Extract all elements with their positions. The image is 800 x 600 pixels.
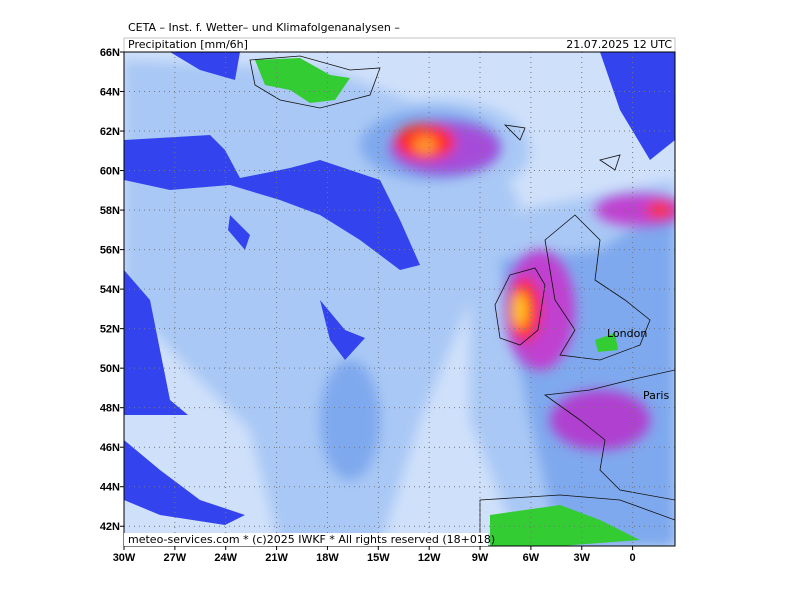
lon-tick-label: 0 (630, 552, 636, 564)
lat-tick-label: 66N (100, 47, 120, 59)
datetime: 21.07.2025 12 UTC (566, 38, 672, 51)
lon-tick-label: 27W (164, 552, 187, 564)
lat-tick-label: 44N (100, 482, 120, 494)
lon-tick-label: 12W (418, 552, 441, 564)
lat-tick-label: 60N (100, 166, 120, 178)
place-label: Paris (643, 389, 669, 402)
lat-tick-label: 46N (100, 442, 120, 454)
lat-tick-label: 50N (100, 363, 120, 375)
place-label: London (607, 327, 647, 340)
lon-tick-label: 9W (472, 552, 489, 564)
lat-tick-label: 64N (100, 87, 120, 99)
footer: meteo-services.com * (c)2025 IWKF * All … (128, 533, 495, 546)
lat-tick-label: 52N (100, 324, 120, 336)
lon-tick-label: 21W (265, 552, 288, 564)
lat-tick-label: 58N (100, 205, 120, 217)
lon-tick-label: 15W (367, 552, 390, 564)
header: CETA – Inst. f. Wetter– und Klimafolgena… (128, 21, 400, 34)
precip-field (124, 52, 675, 546)
lon-tick-label: 18W (316, 552, 339, 564)
lon-tick-label: 24W (214, 552, 237, 564)
lon-tick-label: 6W (523, 552, 540, 564)
lat-tick-label: 48N (100, 403, 120, 415)
lon-tick-label: 3W (574, 552, 591, 564)
lon-tick-label: 30W (113, 552, 136, 564)
lat-tick-label: 56N (100, 245, 120, 257)
lat-tick-label: 54N (100, 284, 120, 296)
footer-strip (124, 533, 488, 546)
graticule (120, 51, 675, 550)
map-title: Precipitation [mm/6h] (128, 38, 248, 51)
lat-tick-label: 62N (100, 126, 120, 138)
lat-tick-label: 42N (100, 521, 120, 533)
